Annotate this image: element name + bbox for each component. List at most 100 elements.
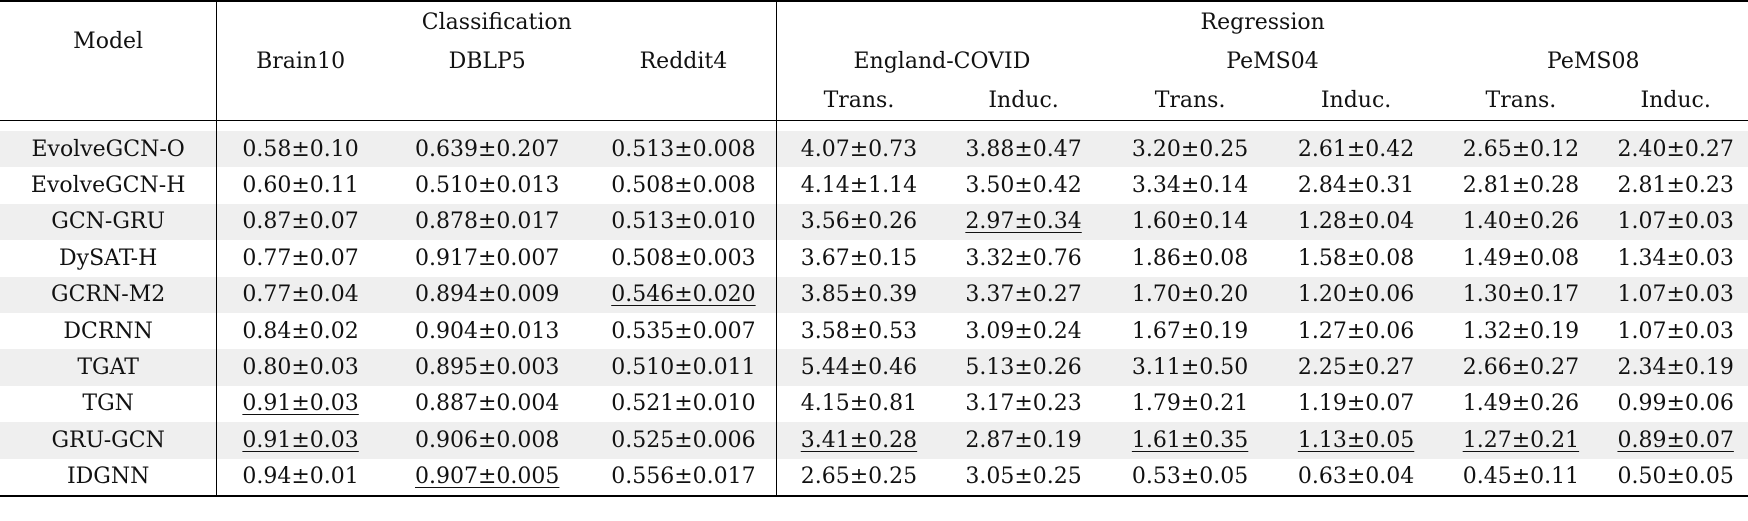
metric-value: 0.87±0.07 — [242, 209, 359, 235]
metric-value: 0.99±0.06 — [1617, 391, 1734, 417]
model-name-cell: EvolveGCN-H — [30, 173, 186, 199]
metric-value: 0.917±0.007 — [415, 245, 560, 271]
metric-value: 0.895±0.003 — [415, 355, 560, 381]
metric-cell: 0.887±0.004 — [384, 386, 591, 422]
metric-cell: 0.556±0.017 — [590, 458, 777, 497]
metric-value: 0.58±0.10 — [242, 136, 359, 162]
header-regression: Regression — [776, 0, 1748, 42]
metric-value: 0.513±0.008 — [611, 136, 756, 162]
header-dataset-reddit4: Reddit4 — [639, 48, 728, 74]
header-blank — [590, 80, 777, 121]
metric-cell: 0.535±0.007 — [591, 313, 777, 349]
metric-cell: 1.07±0.03 — [1603, 203, 1748, 241]
metric-value: 1.61±0.35 — [1131, 427, 1249, 453]
header-blank — [383, 80, 591, 121]
table-row: GCRN-M2 0.77±0.04 0.894±0.009 0.546±0.020 3.… — [0, 276, 1748, 313]
metric-cell: 1.32±0.19 — [1438, 313, 1603, 349]
metric-value: 2.84±0.31 — [1297, 173, 1415, 199]
metric-cell: 0.510±0.011 — [590, 349, 777, 386]
metric-value: 1.67±0.19 — [1131, 318, 1249, 344]
metric-value: 3.20±0.25 — [1131, 136, 1249, 162]
metric-value: 1.19±0.07 — [1297, 391, 1415, 417]
table-row: GCN-GRU 0.87±0.07 0.878±0.017 0.513±0.010 3.… — [0, 203, 1748, 241]
model-name-cell: TGN — [82, 391, 134, 417]
metric-cell: 0.50±0.05 — [1603, 458, 1748, 497]
metric-value: 2.97±0.34 — [965, 209, 1082, 235]
table-row: TGN 0.91±0.03 0.887±0.004 0.521±0.010 4.15±0… — [0, 385, 1748, 423]
table-row: GRU-GCN 0.91±0.03 0.906±0.008 0.525±0.006 3.… — [0, 422, 1748, 459]
metric-value: 1.58±0.08 — [1297, 245, 1415, 271]
metric-value: 0.546±0.020 — [611, 282, 756, 308]
metric-value: 1.30±0.17 — [1462, 282, 1580, 308]
metric-value: 5.13±0.26 — [965, 355, 1082, 381]
metric-value: 0.63±0.04 — [1297, 464, 1415, 490]
metric-cell: 3.85±0.39 — [776, 276, 941, 313]
header-classification: Classification — [216, 0, 777, 42]
metric-cell: 0.878±0.017 — [383, 203, 591, 241]
model-name-cell: DCRNN — [63, 318, 153, 344]
metric-value: 0.84±0.02 — [242, 318, 359, 344]
metric-value: 0.50±0.05 — [1617, 464, 1734, 490]
metric-cell: 0.77±0.04 — [216, 276, 384, 313]
metric-cell: 3.09±0.24 — [941, 313, 1107, 349]
metric-cell: 1.13±0.05 — [1273, 422, 1439, 459]
metric-value: 0.521±0.010 — [611, 391, 756, 417]
metric-value: 1.28±0.04 — [1297, 209, 1415, 235]
table-row: EvolveGCN-H 0.60±0.11 0.510±0.013 0.508±0.0… — [0, 167, 1748, 204]
metric-value: 3.05±0.25 — [965, 464, 1082, 490]
metric-cell: 0.510±0.013 — [384, 167, 591, 203]
metric-value: 2.81±0.28 — [1462, 173, 1580, 199]
metric-value: 2.65±0.25 — [800, 464, 918, 490]
metric-value: 4.15±0.81 — [800, 391, 918, 417]
metric-cell: 3.37±0.27 — [940, 276, 1107, 313]
model-name-cell: GCN-GRU — [0, 203, 217, 241]
metric-cell: 3.05±0.25 — [940, 458, 1107, 497]
metric-cell: 0.60±0.11 — [216, 167, 384, 204]
metric-cell: 0.513±0.008 — [590, 131, 777, 168]
header-blank — [0, 80, 217, 121]
header-sub-trans: Trans. — [1438, 80, 1604, 121]
metric-cell: 0.53±0.05 — [1106, 458, 1274, 497]
metric-cell: 0.508±0.008 — [591, 167, 777, 203]
metric-cell: 3.56±0.26 — [776, 203, 941, 241]
model-name-cell: GCRN-M2 — [0, 276, 217, 313]
header-sub-trans: Trans. — [1106, 80, 1274, 121]
metric-cell: 3.32±0.76 — [941, 240, 1107, 276]
header-dataset-dblp5: DBLP5 — [448, 48, 526, 74]
model-name-cell: DySAT-H — [59, 245, 158, 271]
header-row-groups: Model Classification Regression — [0, 0, 1748, 80]
table-row: IDGNN 0.94±0.01 0.907±0.005 0.556±0.017 2.65… — [0, 458, 1748, 497]
metric-cell: 0.63±0.04 — [1273, 458, 1439, 497]
metric-value: 0.45±0.11 — [1462, 464, 1580, 490]
metric-cell: 4.07±0.73 — [776, 131, 941, 168]
metric-value: 2.81±0.23 — [1617, 173, 1734, 199]
table-row: EvolveGCN-O 0.58±0.10 0.639±0.207 0.513±0.0… — [0, 131, 1748, 168]
header-sub-trans: Trans. — [776, 80, 941, 121]
metric-cell: 1.60±0.14 — [1106, 203, 1274, 241]
metric-value: 1.49±0.26 — [1462, 391, 1580, 417]
metric-cell: 3.67±0.15 — [776, 240, 941, 277]
metric-value: 0.906±0.008 — [415, 427, 560, 453]
metric-value: 0.639±0.207 — [415, 136, 560, 162]
table-row: DySAT-H 0.77±0.07 0.917±0.007 0.508±0.003 3.… — [0, 240, 1748, 277]
metric-value: 0.525±0.006 — [611, 427, 756, 453]
metric-value: 0.91±0.03 — [242, 391, 359, 417]
header-dataset-england-covid: England-COVID — [776, 42, 1107, 80]
metric-cell: 1.27±0.21 — [1438, 422, 1604, 459]
metric-cell: 2.65±0.12 — [1438, 131, 1604, 168]
metric-value: 1.60±0.14 — [1131, 209, 1249, 235]
metric-cell: 1.86±0.08 — [1107, 240, 1274, 276]
metric-cell: 0.525±0.006 — [590, 422, 777, 459]
metric-cell: 0.513±0.010 — [590, 203, 777, 241]
metric-value: 3.85±0.39 — [800, 282, 918, 308]
header-sub-induc: Induc. — [1603, 80, 1748, 121]
metric-cell: 1.49±0.26 — [1438, 386, 1603, 422]
metric-cell: 2.81±0.28 — [1438, 167, 1603, 203]
metric-value: 3.37±0.27 — [965, 282, 1082, 308]
metric-value: 2.61±0.42 — [1297, 136, 1415, 162]
metric-cell: 0.894±0.009 — [383, 276, 591, 313]
metric-cell: 2.25±0.27 — [1273, 349, 1439, 386]
metric-cell: 3.34±0.14 — [1107, 167, 1274, 203]
metric-cell: 5.13±0.26 — [940, 349, 1107, 386]
metric-cell: 2.97±0.34 — [940, 203, 1107, 241]
